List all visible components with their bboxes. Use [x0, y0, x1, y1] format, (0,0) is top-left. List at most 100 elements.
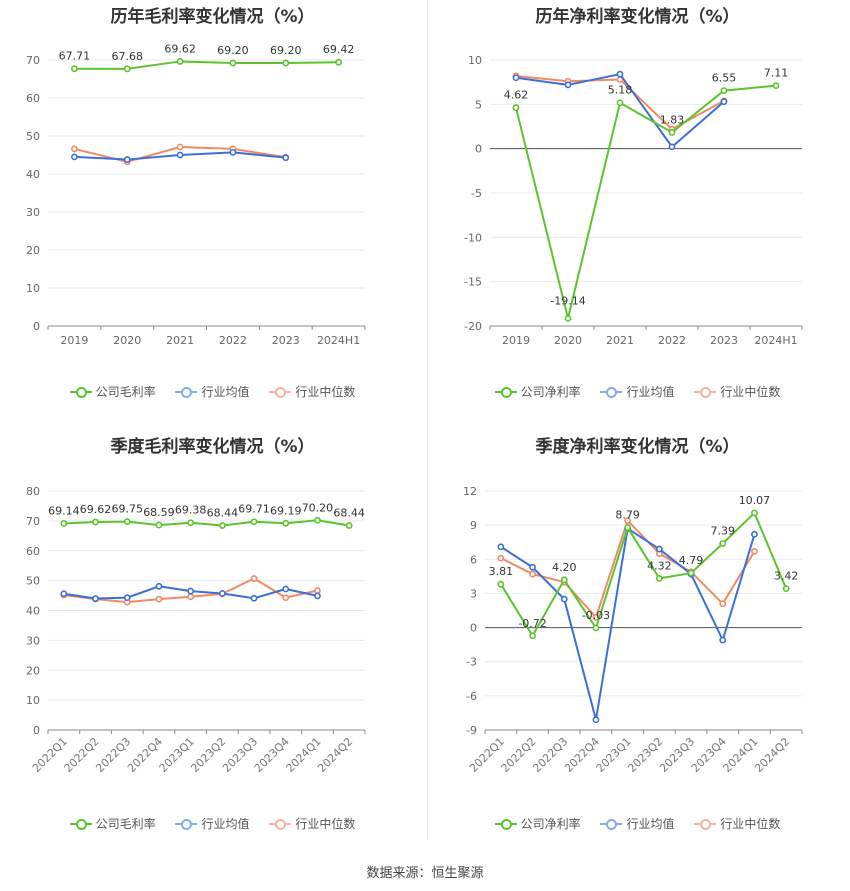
data-point [229, 148, 237, 156]
series-line [499, 511, 788, 637]
data-label: 4.62 [504, 89, 529, 102]
chart-title: 季度毛利率变化情况（%） [110, 437, 315, 457]
x-tick-label: 2023 [272, 334, 300, 347]
legend-item-company[interactable]: 公司净利率 [494, 383, 581, 400]
data-point [187, 593, 195, 601]
legend-label: 行业均值 [626, 385, 675, 399]
legend-item-median[interactable]: 行业中位数 [694, 815, 780, 832]
data-label: 68.59 [143, 506, 175, 519]
x-tick-label: 2023 [710, 334, 738, 347]
y-tick-label: 80 [26, 485, 40, 498]
data-label: 6.55 [712, 72, 737, 85]
data-point [92, 595, 99, 602]
chart-title: 季度净利率变化情况（%） [535, 437, 740, 457]
panel-divider [427, 0, 428, 840]
y-tick-label: 60 [26, 92, 40, 105]
legend-item-avg[interactable]: 行业均值 [600, 383, 675, 400]
legend-item-avg[interactable]: 行业均值 [600, 815, 675, 832]
data-point [123, 156, 131, 163]
data-point [529, 563, 536, 571]
y-tick-label: -20 [464, 320, 482, 333]
legend-item-median[interactable]: 行业中位数 [269, 815, 355, 832]
data-point [155, 595, 163, 603]
data-point [751, 547, 758, 555]
legend-label: 行业均值 [201, 385, 250, 399]
data-point [560, 595, 568, 603]
data-point [564, 314, 572, 322]
x-tick-label: 2024H1 [317, 334, 360, 347]
chart-legend: 公司毛利率 行业均值 行业中位数 [0, 815, 425, 832]
data-point [751, 509, 758, 517]
data-point [616, 70, 624, 78]
data-point [187, 587, 195, 595]
data-point [497, 543, 505, 551]
data-label: 69.20 [270, 44, 302, 57]
data-label: -0.72 [518, 617, 546, 630]
data-point [176, 58, 184, 65]
data-point [529, 570, 536, 578]
x-tick-label: 2019 [502, 334, 530, 347]
legend-item-avg[interactable]: 行业均值 [175, 383, 250, 400]
chart-svg: 0 10 20 30 40 50 60 70 2019 2020 2021 2022 2023 2024H… [26, 42, 366, 347]
chart-svg: -20 -15 -10 -5 0 5 10 2019 2020 2021 2022 2023 2024H… [464, 54, 803, 347]
data-point [92, 518, 99, 526]
data-point [529, 632, 536, 640]
legend-line-icon [175, 818, 198, 830]
data-point [218, 522, 226, 529]
legend-label: 行业中位数 [295, 385, 356, 399]
y-tick-label: 0 [33, 320, 40, 333]
data-point [616, 99, 624, 107]
data-label: 4.79 [679, 554, 704, 567]
legend-item-company[interactable]: 公司毛利率 [69, 815, 156, 832]
data-point [497, 580, 505, 588]
data-point [751, 530, 758, 538]
legend-line-icon [694, 386, 717, 398]
data-label: 4.20 [552, 561, 577, 574]
data-label: 69.42 [323, 43, 355, 56]
legend-line-icon [69, 818, 92, 830]
data-point [314, 516, 321, 524]
y-tick-label: 10 [26, 694, 40, 707]
y-tick-label: 40 [26, 168, 40, 181]
y-tick-label: 60 [26, 545, 40, 558]
legend-item-avg[interactable]: 行业均值 [175, 815, 250, 832]
annual-net-margin-chart: -20 -15 -10 -5 0 5 10 2019 2020 2021 2022 2023 2024H… [425, 0, 850, 420]
data-point [687, 569, 695, 577]
data-point [655, 575, 663, 582]
data-point [123, 518, 131, 526]
y-tick-label: 5 [475, 98, 482, 111]
data-point [512, 104, 520, 112]
y-tick-label: 0 [475, 143, 482, 156]
legend-item-company[interactable]: 公司毛利率 [69, 383, 156, 400]
data-point [624, 524, 632, 531]
chart-svg: -9-6-30369122022Q12022Q22022Q32022Q42023… [463, 485, 803, 775]
x-tick-label: 2022 [219, 334, 247, 347]
y-tick-label: 0 [470, 622, 477, 635]
legend-item-median[interactable]: 行业中位数 [269, 383, 355, 400]
data-point [155, 582, 163, 590]
data-point [282, 585, 290, 593]
data-label: 69.75 [112, 503, 144, 516]
legend-item-median[interactable]: 行业中位数 [694, 383, 780, 400]
data-point [250, 575, 258, 582]
data-source-note: 数据来源：恒生聚源 [366, 866, 484, 881]
data-point [282, 154, 290, 162]
legend-line-icon [494, 386, 517, 398]
data-point [592, 716, 600, 724]
data-label: 69.38 [175, 504, 207, 517]
y-tick-label: 20 [26, 664, 40, 677]
data-point [282, 59, 290, 67]
legend-label: 公司净利率 [520, 385, 581, 399]
y-tick-label: 9 [470, 519, 477, 532]
legend-item-company[interactable]: 公司净利率 [494, 815, 581, 832]
data-point [345, 522, 353, 529]
data-label: 69.62 [80, 503, 112, 516]
data-label: 8.79 [615, 509, 640, 522]
y-tick-label: 10 [468, 54, 482, 67]
data-point [71, 65, 78, 73]
data-label: 67.68 [112, 50, 144, 63]
data-point [719, 600, 727, 608]
data-point [250, 518, 258, 526]
y-tick-label: -6 [466, 690, 477, 703]
data-label: 4.32 [647, 559, 672, 572]
